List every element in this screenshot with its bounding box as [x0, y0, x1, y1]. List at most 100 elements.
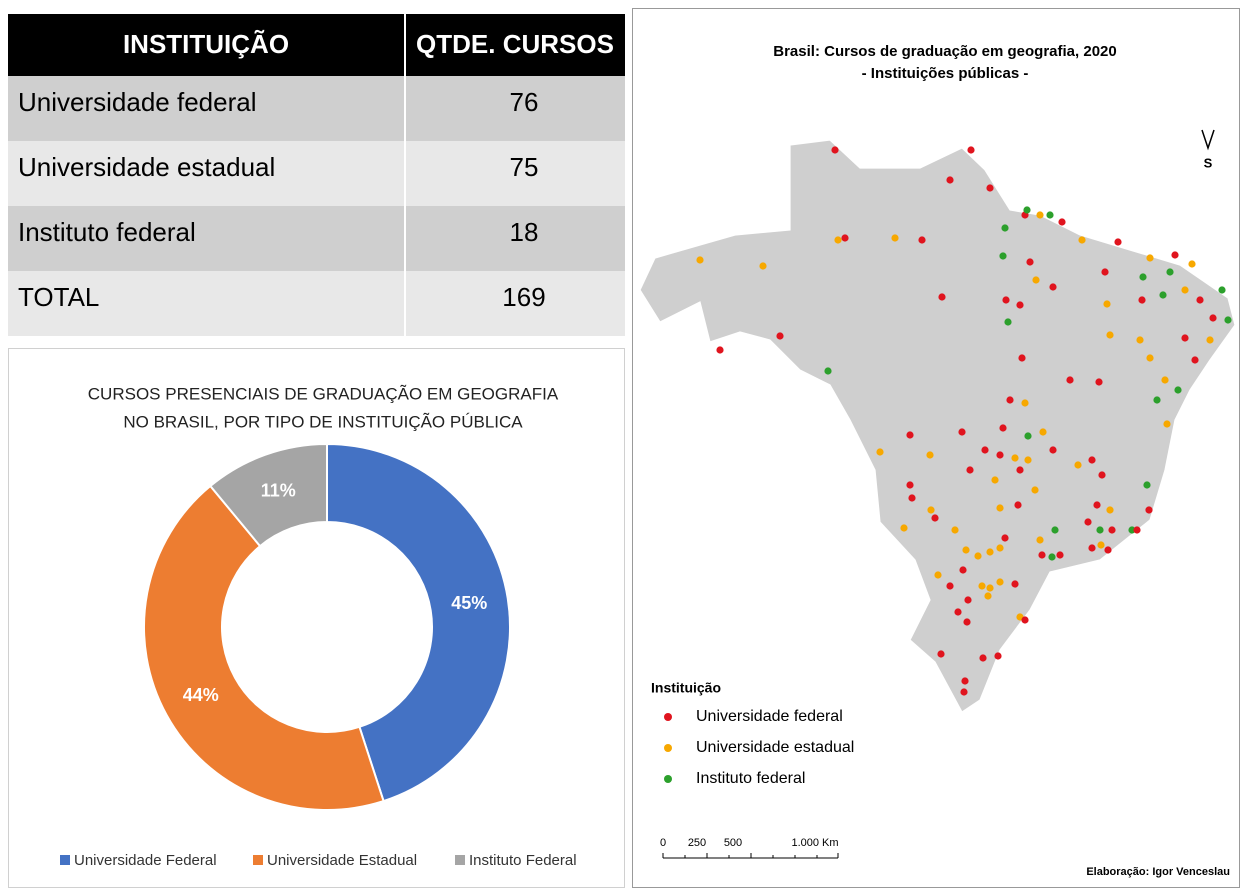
legend: Universidade Federal Universidade Estadua…	[60, 852, 577, 869]
map-point	[1138, 296, 1146, 304]
map-point	[1163, 420, 1171, 428]
map-point	[959, 566, 967, 574]
map-point	[999, 424, 1007, 432]
map-point	[981, 446, 989, 454]
map-point	[1224, 316, 1232, 324]
legend-label: Universidade Estadual	[267, 852, 417, 869]
cell: Universidade federal	[18, 87, 256, 117]
map-point	[1078, 236, 1086, 244]
map-point	[1097, 541, 1105, 549]
map-point	[1002, 296, 1010, 304]
table-header	[8, 14, 625, 76]
legend-swatch	[253, 855, 263, 865]
map-point	[1181, 334, 1189, 342]
map-point	[1146, 254, 1154, 262]
map-point	[1032, 276, 1040, 284]
map-title: - Instituições públicas -	[862, 65, 1029, 82]
map-legend: Universidade federal Universidade estadua…	[664, 708, 854, 787]
map-point	[1046, 211, 1054, 219]
map-point	[1021, 399, 1029, 407]
map-point	[958, 428, 966, 436]
table-row	[8, 206, 625, 271]
map-point	[962, 546, 970, 554]
map-point	[1014, 501, 1022, 509]
map-point	[974, 552, 982, 560]
map-point	[996, 578, 1004, 586]
cell: 76	[510, 87, 539, 117]
map-point	[960, 688, 968, 696]
legend-label: Instituto Federal	[469, 852, 577, 869]
map-point	[1191, 356, 1199, 364]
map-point	[1051, 526, 1059, 534]
map-point	[1058, 218, 1066, 226]
map-point	[1161, 376, 1169, 384]
map-point	[954, 608, 962, 616]
map-point	[1136, 336, 1144, 344]
legend-swatch	[60, 855, 70, 865]
map-point	[1181, 286, 1189, 294]
cell: Instituto federal	[18, 217, 196, 247]
map-point	[931, 514, 939, 522]
donut-slice	[326, 442, 511, 803]
map-point	[1038, 551, 1046, 559]
map-point	[876, 448, 884, 456]
map-point	[776, 332, 784, 340]
map-point	[1106, 331, 1114, 339]
map-point	[1128, 526, 1136, 534]
map-point	[996, 451, 1004, 459]
map-point	[1101, 268, 1109, 276]
map-point	[1146, 354, 1154, 362]
map-point	[1108, 526, 1116, 534]
map-point	[1023, 206, 1031, 214]
map-point	[946, 582, 954, 590]
map-point	[1174, 386, 1182, 394]
map-point	[1006, 396, 1014, 404]
map-point	[1106, 506, 1114, 514]
map-point	[1196, 296, 1204, 304]
map-point	[759, 262, 767, 270]
legend-swatch	[455, 855, 465, 865]
map-point	[999, 252, 1007, 260]
map-point	[967, 146, 975, 154]
map-point	[1018, 354, 1026, 362]
map-point	[1056, 551, 1064, 559]
scale-bar	[662, 853, 839, 859]
map-point	[891, 234, 899, 242]
data-label: 11%	[261, 480, 296, 500]
map-point	[1011, 454, 1019, 462]
map-point	[1048, 553, 1056, 561]
legend-label: Universidade federal	[696, 708, 843, 725]
map-point	[1143, 481, 1151, 489]
map-point	[938, 293, 946, 301]
map-point	[1031, 486, 1039, 494]
map-point	[986, 184, 994, 192]
map-point	[1084, 518, 1092, 526]
map-point	[927, 506, 935, 514]
legend-label: Universidade estadual	[696, 739, 854, 756]
map-point	[991, 476, 999, 484]
map-point	[1016, 466, 1024, 474]
scale-label: 250	[688, 837, 706, 849]
legend-dot	[664, 775, 672, 783]
map-point	[934, 571, 942, 579]
map-point	[1103, 300, 1111, 308]
map-point	[964, 596, 972, 604]
map-point	[978, 582, 986, 590]
cell: 18	[510, 217, 539, 247]
map-point	[900, 524, 908, 532]
map-point	[1206, 336, 1214, 344]
map-point	[1036, 211, 1044, 219]
map-point	[1166, 268, 1174, 276]
map-point	[1001, 534, 1009, 542]
map-point	[946, 176, 954, 184]
map-point	[1096, 526, 1104, 534]
map-point	[1036, 536, 1044, 544]
map-point	[1133, 526, 1141, 534]
north-arrow	[1201, 129, 1215, 151]
data-label: 44%	[183, 685, 219, 705]
map-point	[1021, 616, 1029, 624]
map-point	[1153, 396, 1161, 404]
map-title: Brasil: Cursos de graduação em geografia…	[773, 43, 1116, 60]
cell: TOTAL	[18, 282, 99, 312]
